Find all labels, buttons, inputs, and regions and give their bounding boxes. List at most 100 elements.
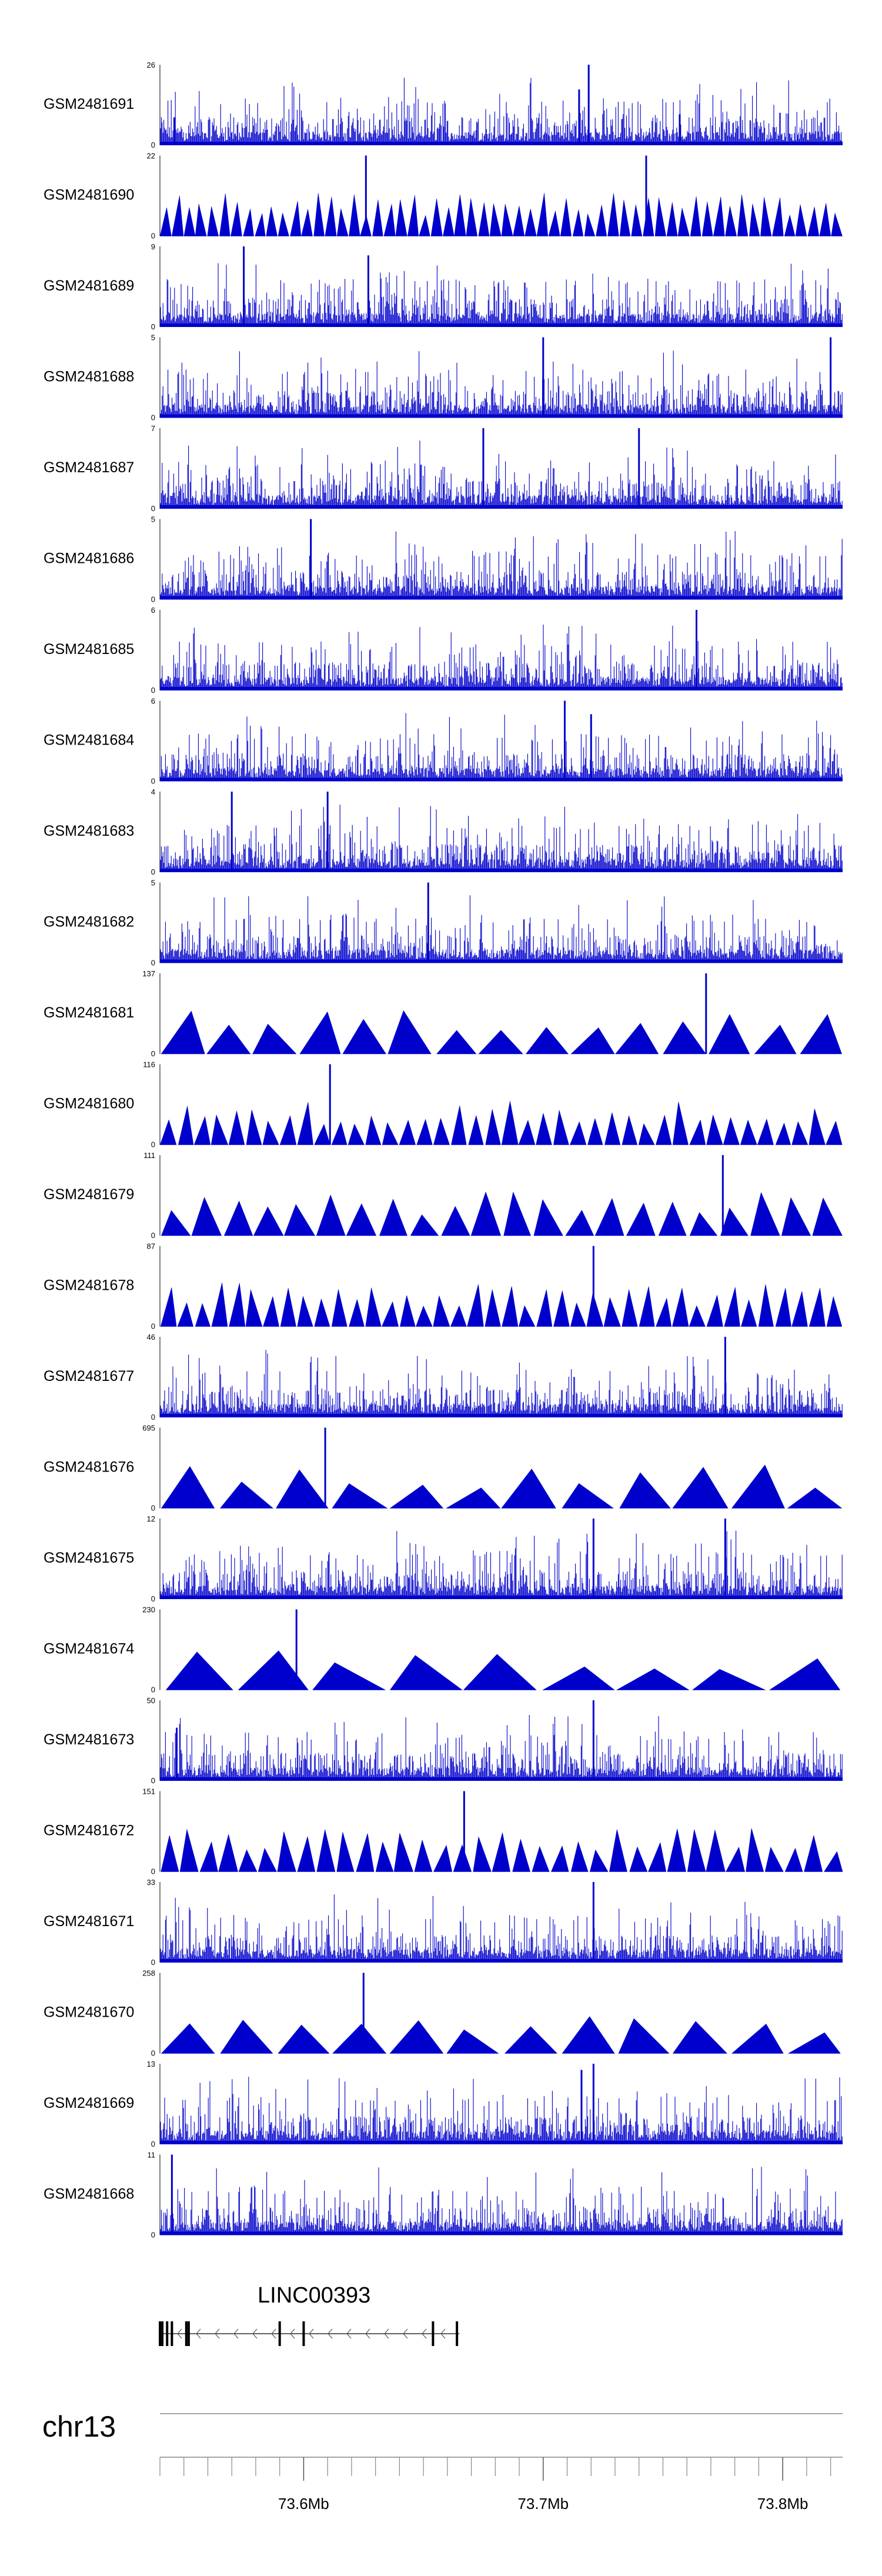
strand-arrow-icon [215, 2328, 220, 2339]
coverage-signal [160, 78, 843, 145]
coverage-baseline [160, 414, 843, 418]
coverage-signal [160, 2167, 843, 2235]
track-GSM2481675: GSM2481675 12 0 [44, 1514, 843, 1603]
y-max-tick-label: 46 [147, 1333, 155, 1342]
coverage-signal [160, 263, 843, 327]
track-GSM2481674: GSM2481674 230 0 [44, 1606, 841, 1694]
coverage-baseline [160, 2231, 843, 2235]
y-max-tick-label: 116 [143, 1060, 155, 1069]
y-min-tick-label: 0 [151, 141, 155, 149]
track-GSM2481689: GSM2481689 9 0 [44, 242, 843, 331]
track-GSM2481669: GSM2481669 13 0 [44, 2060, 843, 2148]
track-GSM2481670: GSM2481670 258 0 [44, 1969, 841, 2058]
chromosome-label: chr13 [42, 2410, 116, 2443]
y-max-tick-label: 9 [151, 242, 155, 251]
exon-mark [278, 2321, 281, 2346]
coverage-baseline [160, 2141, 843, 2144]
track-label: GSM2481684 [44, 732, 134, 749]
y-min-tick-label: 0 [151, 1231, 155, 1240]
y-max-tick-label: 137 [142, 969, 155, 978]
track-label: GSM2481668 [44, 2186, 134, 2203]
track-label: GSM2481678 [44, 1277, 134, 1294]
coverage-signal [159, 193, 843, 236]
coverage-signal [160, 351, 843, 418]
exon-mark [302, 2321, 305, 2346]
y-max-tick-label: 6 [151, 697, 155, 706]
track-label: GSM2481670 [44, 2004, 134, 2021]
coverage-signal [160, 2077, 843, 2144]
y-max-tick-label: 7 [151, 424, 155, 433]
y-max-tick-label: 12 [147, 1514, 155, 1523]
y-min-tick-label: 0 [151, 686, 155, 695]
y-max-tick-label: 33 [147, 1878, 155, 1887]
track-GSM2481672: GSM2481672 151 0 [44, 1787, 843, 1876]
coverage-signal [160, 531, 843, 600]
strand-arrow-icon [177, 2328, 182, 2339]
track-label: GSM2481675 [44, 1550, 134, 1566]
y-max-tick-label: 695 [142, 1424, 155, 1433]
y-max-tick-label: 13 [147, 2060, 155, 2068]
y-max-tick-label: 5 [151, 333, 155, 342]
coverage-baseline [160, 778, 843, 782]
x-tick-label: 73.7Mb [517, 2495, 569, 2512]
coverage-signal [161, 1191, 843, 1236]
y-max-tick-label: 4 [151, 788, 155, 796]
track-GSM2481685: GSM2481685 6 0 [44, 606, 843, 695]
coverage-signal [165, 1650, 841, 1690]
track-GSM2481678: GSM2481678 87 0 [44, 1242, 843, 1331]
y-min-tick-label: 0 [151, 867, 155, 876]
coverage-baseline [160, 687, 843, 690]
y-max-tick-label: 230 [142, 1606, 155, 1614]
coverage-tracks: GSM2481691260GSM2481690220GSM248168990GS… [44, 61, 843, 2240]
coverage-signal [160, 625, 843, 690]
coverage-baseline [160, 959, 843, 963]
y-max-tick-label: 6 [151, 606, 155, 615]
track-GSM2481679: GSM2481679 111 0 [44, 1151, 843, 1240]
track-GSM2481684: GSM2481684 6 0 [44, 697, 843, 786]
track-GSM2481686: GSM2481686 5 0 [44, 515, 843, 604]
coverage-baseline [160, 142, 843, 145]
exon-mark [166, 2321, 169, 2346]
coverage-baseline [160, 1959, 843, 1963]
coverage-baseline [160, 323, 843, 327]
y-max-tick-label: 5 [151, 879, 155, 887]
gene-track: LINC00393 [159, 2283, 460, 2346]
strand-arrow-icon [422, 2328, 427, 2339]
track-GSM2481681: GSM2481681 137 0 [44, 969, 842, 1058]
y-min-tick-label: 0 [151, 1594, 155, 1603]
track-GSM2481680: GSM2481680 116 0 [44, 1060, 843, 1149]
exon-mark [456, 2321, 459, 2346]
track-label: GSM2481690 [44, 187, 134, 203]
coverage-signal [160, 895, 843, 963]
strand-arrow-icon [365, 2328, 370, 2339]
track-label: GSM2481691 [44, 96, 134, 112]
track-GSM2481682: GSM2481682 5 0 [44, 879, 843, 967]
track-label: GSM2481686 [44, 550, 134, 567]
y-min-tick-label: 0 [151, 777, 155, 786]
y-min-tick-label: 0 [151, 2231, 155, 2240]
coverage-signal [160, 1894, 843, 1963]
strand-arrow-icon [346, 2328, 352, 2339]
coverage-baseline [160, 505, 843, 509]
track-GSM2481690: GSM2481690 22 0 [44, 152, 843, 241]
track-GSM2481673: GSM2481673 50 0 [44, 1696, 843, 1785]
strand-arrow-icon [328, 2328, 333, 2339]
strand-arrow-icon [252, 2328, 258, 2339]
y-min-tick-label: 0 [151, 2140, 155, 2148]
track-label: GSM2481688 [44, 369, 134, 385]
coverage-signal [160, 441, 843, 509]
y-min-tick-label: 0 [151, 595, 155, 604]
exon-mark [161, 2321, 164, 2346]
exon-mark [171, 2321, 173, 2346]
strand-arrow-icon [309, 2328, 314, 2339]
exon-mark [432, 2321, 435, 2346]
strand-arrow-icon [271, 2328, 276, 2339]
track-label: GSM2481687 [44, 459, 134, 476]
track-GSM2481668: GSM2481668 11 0 [44, 2151, 843, 2240]
track-GSM2481671: GSM2481671 33 0 [44, 1878, 843, 1967]
coverage-signal [161, 1010, 842, 1055]
track-GSM2481687: GSM2481687 7 0 [44, 424, 843, 513]
y-min-tick-label: 0 [151, 232, 155, 241]
chromosome-track: chr13 [42, 2410, 843, 2443]
